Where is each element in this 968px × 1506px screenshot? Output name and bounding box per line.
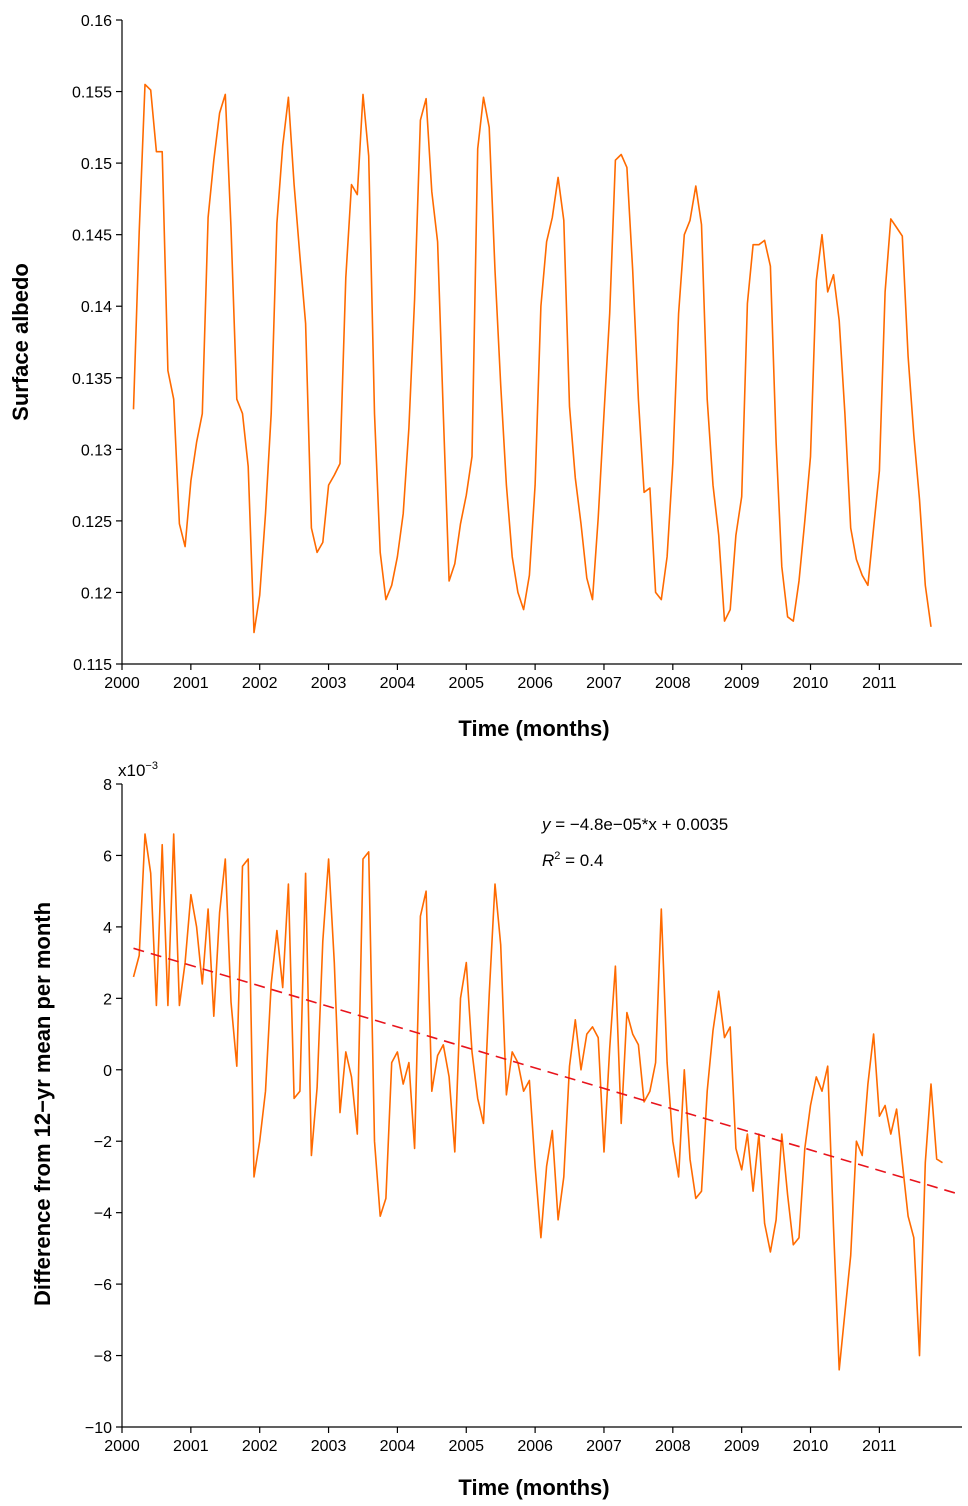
y-tick-label: 0.115 [73, 657, 112, 674]
x-tick-label: 2010 [793, 675, 829, 692]
equation-var-y: y [541, 815, 552, 834]
x-tick-label: 2006 [517, 675, 553, 692]
x-tick-label: 2004 [380, 1438, 416, 1455]
x-tick-label: 2005 [448, 675, 484, 692]
r-squared-power: 2 [554, 850, 560, 862]
y-tick-label: 0.14 [81, 299, 112, 316]
x-tick-label: 2001 [173, 1438, 209, 1455]
y-scale-multiplier: x10−3 [118, 760, 158, 780]
y-tick-label: 0.145 [72, 228, 112, 245]
y-scale-base: x10 [118, 761, 145, 780]
y-tick-label: 0.15 [81, 156, 112, 173]
chart-panel-1: 0.115 0.12 0.125 0.13 0.135 0.14 0.145 0.15 0.15… [8, 13, 962, 741]
x-tick-label: 2006 [517, 1438, 553, 1455]
x-axis-title: Time (months) [458, 1475, 609, 1500]
y-tick-label: 2 [103, 991, 112, 1008]
x-tick-label: 2003 [311, 675, 347, 692]
x-tick-label: 2011 [862, 675, 897, 692]
y-tick-label: −10 [85, 1420, 112, 1437]
x-tick-label: 2008 [655, 675, 691, 692]
y-axis-title: Difference from 12−yr mean per month [30, 902, 55, 1306]
y-tick-label: 0.16 [81, 13, 112, 30]
y-tick-label: −6 [94, 1277, 112, 1294]
x-tick-label: 2001 [173, 675, 209, 692]
y-tick-label: 0.135 [72, 371, 112, 388]
y-tick-label: 8 [103, 777, 112, 794]
y-tick-label: −4 [94, 1206, 112, 1223]
r-squared: R2 = 0.4 [542, 850, 603, 870]
x-tick-label: 2000 [104, 675, 140, 692]
x-tick-label: 2008 [655, 1438, 691, 1455]
y-axis-title: Surface albedo [8, 263, 33, 421]
y-tick-label: 4 [103, 920, 112, 937]
series-line-1 [132, 833, 943, 1371]
regression-equation: y = −4.8e−05*x + 0.0035 [541, 815, 728, 834]
x-tick-label: 2005 [448, 1438, 484, 1455]
x-tick-label: 2003 [311, 1438, 347, 1455]
x-tick-label: 2007 [586, 675, 622, 692]
x-axis-title: Time (months) [458, 716, 609, 741]
x-tick-label: 2010 [793, 1438, 829, 1455]
equation-rest: = −4.8e−05*x + 0.0035 [551, 815, 729, 834]
x-tick-label: 2002 [242, 1438, 278, 1455]
y-tick-label: 6 [103, 848, 112, 865]
x-tick-label: 2011 [862, 1438, 897, 1455]
x-tick-label: 2002 [242, 675, 278, 692]
x-tick-label: 2009 [724, 1438, 760, 1455]
x-tick-label: 2007 [586, 1438, 622, 1455]
x-tick-label: 2009 [724, 675, 760, 692]
r-squared-value: = 0.4 [560, 851, 603, 870]
y-tick-label: 0.155 [72, 85, 112, 102]
y-tick-label: 0 [103, 1063, 112, 1080]
y-tick-label: 0.125 [72, 514, 112, 531]
r-squared-var: R [542, 851, 554, 870]
x-tick-label: 2000 [104, 1438, 140, 1455]
x-tick-label: 2004 [380, 675, 416, 692]
chart-panel-2: −10 −8 −6 −4 −2 0 2 4 6 8 2000 2001 2002 2003 2004 2005… [30, 760, 962, 1500]
y-tick-label: 0.13 [81, 442, 112, 459]
y-tick-label: −2 [94, 1134, 112, 1151]
y-tick-label: 0.12 [81, 585, 112, 602]
y-scale-exponent: −3 [145, 760, 158, 772]
series-line-1 [132, 83, 932, 634]
y-tick-label: −8 [94, 1349, 112, 1366]
